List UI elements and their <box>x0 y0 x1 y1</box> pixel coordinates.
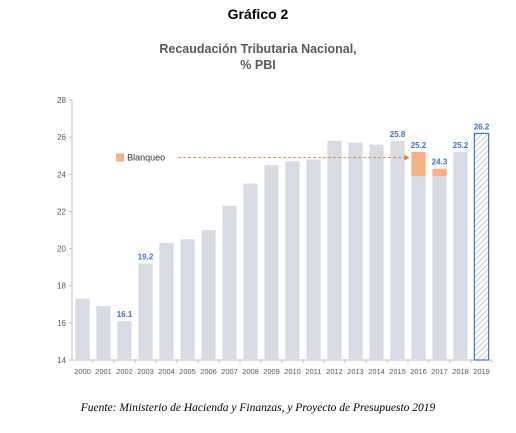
y-tick-label: 24 <box>57 170 66 179</box>
x-tick-label: 2005 <box>179 367 196 376</box>
x-tick-label: 2013 <box>347 367 364 376</box>
x-tick-label: 2011 <box>305 367 321 376</box>
bar <box>159 243 174 360</box>
data-label: 16.1 <box>117 310 133 319</box>
bars <box>75 132 490 361</box>
y-tick-label: 14 <box>57 356 66 365</box>
y-tick-label: 28 <box>57 96 66 105</box>
bar-blanqueo <box>411 152 426 177</box>
data-label: 25.2 <box>453 141 469 150</box>
chart-title-line-1: Recaudación Tributaria Nacional, <box>159 42 357 56</box>
bar-projected <box>473 132 490 361</box>
x-tick-label: 2008 <box>242 367 259 376</box>
bar <box>264 165 279 360</box>
x-tick-label: 2012 <box>326 367 343 376</box>
bar <box>117 321 132 360</box>
figure-heading: Gráfico 2 <box>227 6 289 22</box>
y-tick-label: 26 <box>57 133 66 142</box>
x-tick-label: 2002 <box>116 367 133 376</box>
bar <box>306 159 321 360</box>
x-tick-label: 2004 <box>158 367 175 376</box>
bar <box>201 230 216 360</box>
y-tick-label: 20 <box>57 245 66 254</box>
bar <box>180 239 195 360</box>
x-tick-label: 2007 <box>221 367 238 376</box>
legend-label-blanqueo: Blanqueo <box>127 153 165 163</box>
x-tick-label: 2019 <box>473 367 490 376</box>
bar <box>432 176 447 360</box>
data-label: 25.8 <box>390 130 406 139</box>
x-tick-label: 2006 <box>200 367 217 376</box>
bar-blanqueo <box>432 168 447 177</box>
bar <box>96 306 111 360</box>
bar <box>222 205 237 360</box>
legend: Blanqueo <box>116 153 410 163</box>
x-tick-label: 2017 <box>431 367 448 376</box>
bar <box>453 152 468 360</box>
y-tick-label: 22 <box>57 207 66 216</box>
x-tick-label: 2000 <box>74 367 91 376</box>
data-label: 19.2 <box>138 252 154 261</box>
data-label: 26.2 <box>474 122 490 131</box>
bar <box>75 298 90 360</box>
bar <box>348 142 363 360</box>
y-tick-label: 18 <box>57 282 66 291</box>
x-tick-label: 2003 <box>137 367 154 376</box>
x-tick-label: 2009 <box>263 367 280 376</box>
legend-arrowhead <box>404 154 410 161</box>
legend-swatch-blanqueo <box>116 153 125 162</box>
bar <box>243 183 258 360</box>
x-tick-label: 2001 <box>95 367 112 376</box>
x-tick-label: 2014 <box>368 367 385 376</box>
bar <box>327 140 342 360</box>
bar <box>411 176 426 360</box>
bar <box>390 140 405 360</box>
source-note: Fuente: Ministerio de Hacienda y Finanza… <box>80 402 436 414</box>
y-axis: 14 16 18 20 22 24 26 28 <box>57 96 73 365</box>
x-tick-label: 2016 <box>410 367 427 376</box>
x-tick-label: 2010 <box>284 367 301 376</box>
chart-title-line-2: % PBI <box>240 58 276 72</box>
bar <box>285 161 300 360</box>
data-label: 25.2 <box>411 141 427 150</box>
x-tick-label: 2015 <box>389 367 406 376</box>
y-tick-label: 16 <box>57 319 66 328</box>
data-label: 24.3 <box>432 158 448 167</box>
x-tick-label: 2018 <box>452 367 469 376</box>
bar <box>138 263 153 360</box>
bar <box>369 144 384 360</box>
data-labels: 16.1 19.2 25.8 25.2 24.3 25.2 26.2 <box>117 122 490 319</box>
x-axis: 2000 2001 2002 2003 2004 2005 2006 2007 2008 2009… <box>72 359 493 376</box>
